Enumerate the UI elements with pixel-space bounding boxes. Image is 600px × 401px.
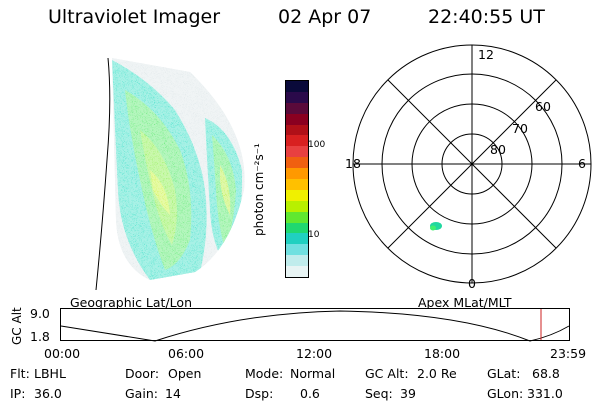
colorbar-band-9 <box>286 179 308 190</box>
seq-label: Seq: <box>365 386 393 401</box>
aurora-spot-core <box>430 225 436 231</box>
colorbar-band-15 <box>286 244 308 256</box>
gain-value: 14 <box>165 386 181 401</box>
colorbar-band-7 <box>286 157 308 169</box>
limb-line <box>95 57 111 290</box>
time-label: 22:40:55 UT <box>428 6 545 28</box>
mlt-label-0: 0 <box>468 276 476 291</box>
date-label: 02 Apr 07 <box>278 6 372 28</box>
time-tick-0600: 06:00 <box>168 346 205 361</box>
altitude-curve <box>60 310 570 342</box>
colorbar-band-4 <box>286 124 308 136</box>
glon-label: GLon: <box>487 386 524 401</box>
colorbar-band-5 <box>286 135 308 147</box>
colorbar-tick-10: 10 <box>308 230 320 240</box>
glon-value: 331.0 <box>527 386 563 401</box>
geographic-label: Geographic Lat/Lon <box>70 295 192 310</box>
door-label: Door: <box>125 366 160 381</box>
lat-label-70: 70 <box>512 121 528 136</box>
gain-label: Gain: <box>125 386 158 401</box>
colorbar-band-11 <box>286 200 308 212</box>
gcalt-label: GC Alt: <box>365 366 409 381</box>
colorbar-band-13 <box>286 222 308 234</box>
glat-value: 68.8 <box>532 366 560 381</box>
time-tick-0000: 00:00 <box>44 346 81 361</box>
apex-label: Apex MLat/MLT <box>418 295 512 310</box>
lat-label-60: 60 <box>535 99 551 114</box>
mode-value: Normal <box>290 366 336 381</box>
door-value: Open <box>168 366 202 381</box>
dsp-label: Dsp: <box>245 386 274 401</box>
gc-alt-axis-label: GC Alt <box>10 307 24 345</box>
dsp-value: 0.6 <box>300 386 320 401</box>
alt-tick-1-8: 1.8 <box>30 329 50 344</box>
time-tick-2359: 23:59 <box>550 346 587 361</box>
ip-label: IP: <box>10 386 26 401</box>
colorbar-band-8 <box>286 168 308 180</box>
colorbar-band-17 <box>286 266 308 278</box>
flt-label: Flt: <box>10 366 30 381</box>
colorbar-band-2 <box>286 102 308 114</box>
instrument-title: Ultraviolet Imager <box>48 6 221 28</box>
mlt-label-12: 12 <box>478 47 494 62</box>
colorbar-band-1 <box>286 91 308 103</box>
colorbar-band-3 <box>286 113 308 125</box>
altitude-strip <box>60 308 570 342</box>
auroral-image <box>95 57 245 290</box>
mlt-label-18: 18 <box>345 156 361 171</box>
seq-value: 39 <box>400 386 416 401</box>
glat-label: GLat: <box>487 366 521 381</box>
colorbar-band-0 <box>286 81 308 92</box>
mlt-label-6: 6 <box>578 156 586 171</box>
colorbar-band-16 <box>286 255 308 267</box>
polar-diagonal-2 <box>387 79 557 249</box>
colorbar-units-label: photon cm⁻²s⁻¹ <box>252 143 266 236</box>
ip-value: 36.0 <box>34 386 62 401</box>
mode-label: Mode: <box>245 366 284 381</box>
colorbar-band-10 <box>286 189 308 201</box>
lat-label-80: 80 <box>490 142 506 157</box>
colorbar-tick-100: 100 <box>308 140 326 150</box>
colorbar-band-12 <box>286 211 308 223</box>
polar-plot <box>352 44 592 284</box>
colorbar-band-6 <box>286 146 308 158</box>
gcalt-value: 2.0 Re <box>417 366 457 381</box>
flt-value: LBHL <box>34 366 66 381</box>
time-tick-1800: 18:00 <box>424 346 461 361</box>
time-tick-1200: 12:00 <box>296 346 333 361</box>
altitude-strip-frame <box>60 308 570 341</box>
alt-tick-9: 9.0 <box>30 306 50 321</box>
colorbar-band-14 <box>286 233 308 245</box>
color-bar <box>285 80 309 278</box>
